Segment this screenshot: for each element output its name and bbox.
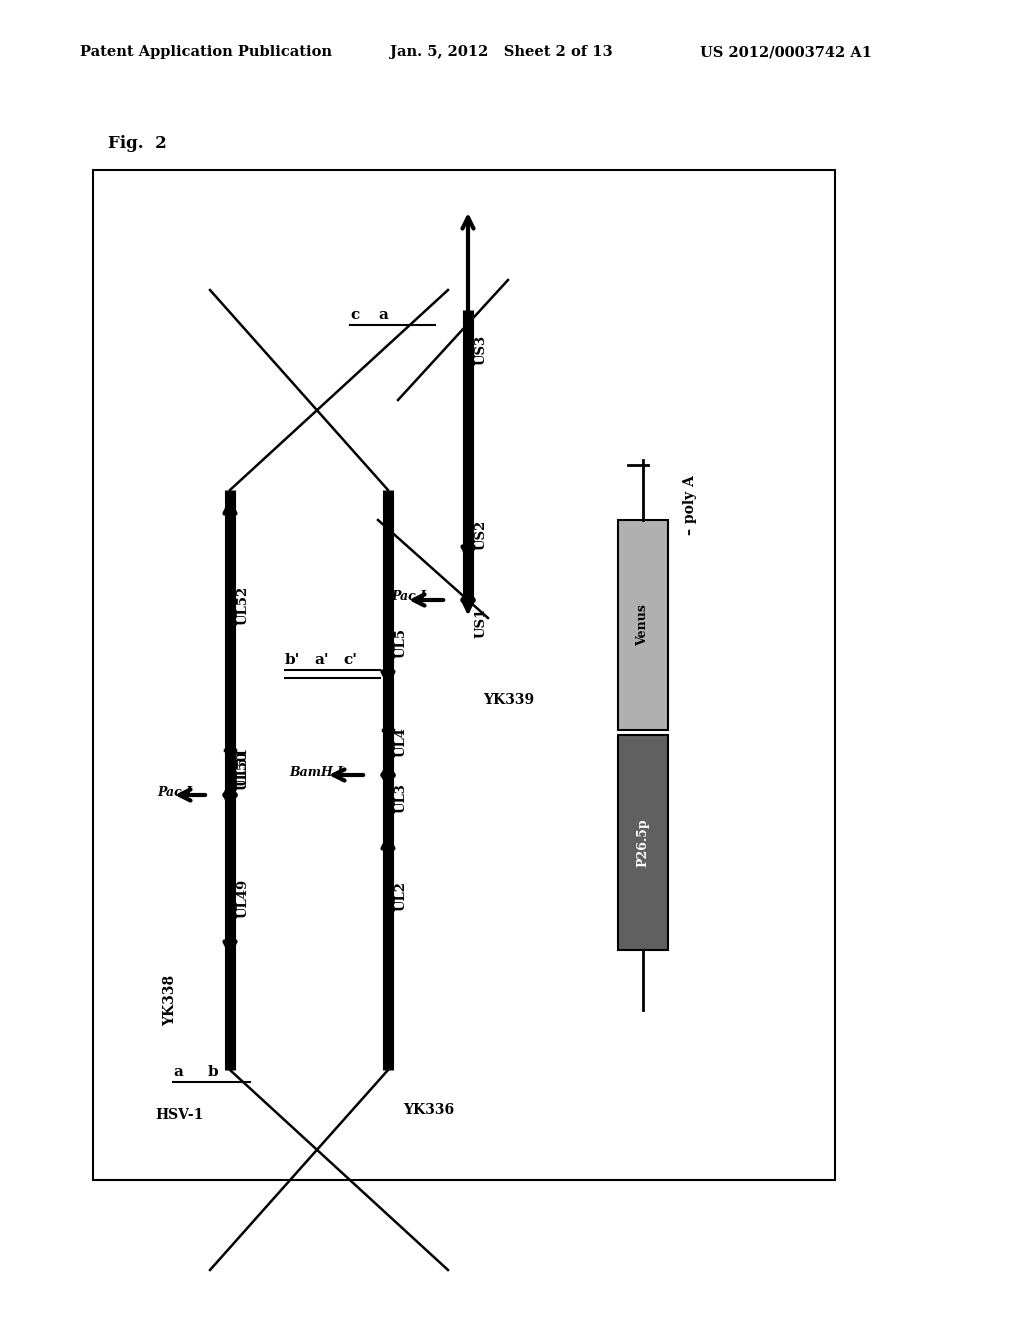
Bar xyxy=(618,520,668,730)
Text: Jan. 5, 2012   Sheet 2 of 13: Jan. 5, 2012 Sheet 2 of 13 xyxy=(390,45,612,59)
Text: Patent Application Publication: Patent Application Publication xyxy=(80,45,332,59)
Text: b': b' xyxy=(285,653,300,667)
Text: UL51: UL51 xyxy=(237,747,250,787)
Text: YK339: YK339 xyxy=(483,693,535,708)
Text: YK336: YK336 xyxy=(403,1104,454,1117)
Text: a': a' xyxy=(314,653,329,667)
Text: US1: US1 xyxy=(475,609,488,639)
Text: YK338: YK338 xyxy=(163,974,177,1026)
Text: UL4: UL4 xyxy=(395,727,408,756)
Text: UL50: UL50 xyxy=(237,751,250,789)
Text: a: a xyxy=(378,308,388,322)
Text: US3: US3 xyxy=(475,335,488,366)
Text: Pac I: Pac I xyxy=(157,785,193,799)
Text: HSV-1: HSV-1 xyxy=(155,1107,204,1122)
Text: US 2012/0003742 A1: US 2012/0003742 A1 xyxy=(700,45,872,59)
Text: c': c' xyxy=(343,653,357,667)
Text: UL3: UL3 xyxy=(395,783,408,813)
Text: Venus: Venus xyxy=(637,605,649,645)
Text: b: b xyxy=(208,1065,219,1078)
Bar xyxy=(93,170,835,1180)
Text: UL2: UL2 xyxy=(395,880,408,911)
Text: UL49: UL49 xyxy=(237,878,250,917)
Text: – poly A: – poly A xyxy=(683,475,697,535)
Text: Pac I: Pac I xyxy=(391,590,426,603)
Bar xyxy=(618,735,668,950)
Text: UL5: UL5 xyxy=(395,628,408,657)
Text: Fig.  2: Fig. 2 xyxy=(108,135,167,152)
Text: US2: US2 xyxy=(475,520,488,550)
Text: UL52: UL52 xyxy=(237,585,250,624)
Text: BamH I: BamH I xyxy=(289,766,343,779)
Text: P26.5p: P26.5p xyxy=(637,818,649,867)
Text: c: c xyxy=(350,308,359,322)
Text: a: a xyxy=(173,1065,183,1078)
